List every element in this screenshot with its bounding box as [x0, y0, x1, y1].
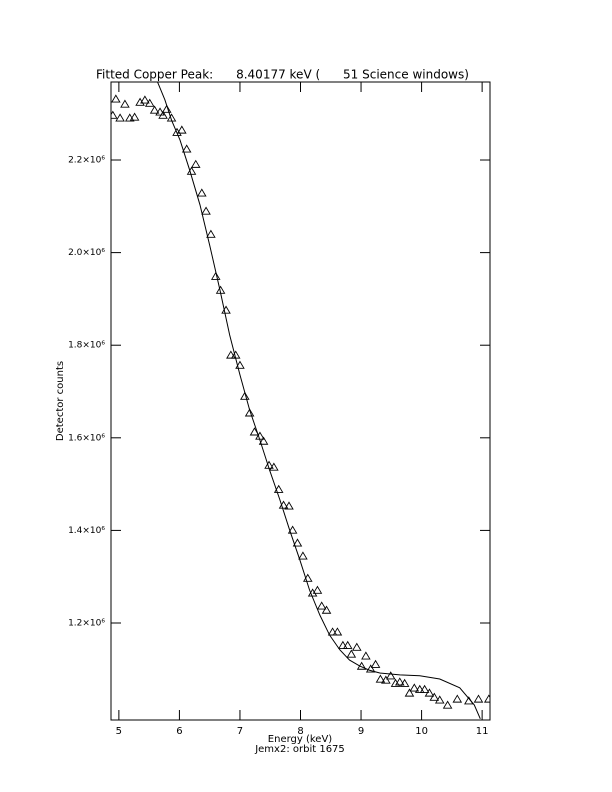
data-point	[404, 688, 415, 697]
data-point	[287, 525, 298, 534]
data-point	[273, 484, 284, 493]
y-tick-label: 1.4×10⁶	[68, 526, 105, 536]
data-point	[244, 408, 255, 417]
data-point	[155, 107, 165, 116]
fit-line	[157, 82, 481, 720]
data-point	[120, 99, 130, 108]
data-point	[395, 677, 405, 686]
data-point	[473, 694, 484, 703]
x-tick-label: 6	[176, 726, 182, 737]
data-point	[161, 104, 172, 113]
data-point	[429, 692, 440, 701]
data-point	[352, 642, 362, 651]
data-point	[129, 112, 140, 121]
data-point	[385, 671, 396, 680]
data-point	[419, 684, 430, 693]
data-point	[181, 144, 192, 153]
data-point	[140, 95, 150, 104]
subtitle: Jemx2: orbit 1675	[254, 744, 345, 755]
data-point	[484, 694, 490, 703]
data-point	[235, 360, 245, 369]
data-point	[365, 664, 376, 673]
data-point	[298, 551, 308, 560]
data-point	[226, 350, 236, 359]
data-point	[249, 427, 260, 436]
data-point	[284, 501, 294, 510]
plot-frame	[110, 81, 491, 721]
data-point	[115, 113, 125, 122]
data-point	[381, 675, 391, 684]
data-point	[240, 391, 250, 400]
x-tick-label: 11	[476, 726, 489, 737]
y-axis-label: Detector counts	[55, 361, 66, 441]
data-point	[177, 125, 187, 134]
data-point	[201, 206, 211, 215]
data-point	[206, 229, 216, 238]
data-point	[414, 684, 425, 693]
data-point	[399, 678, 410, 687]
data-point	[346, 649, 357, 658]
y-tick-label: 1.6×10⁶	[68, 433, 105, 443]
data-point	[327, 627, 338, 636]
data-point	[390, 678, 401, 687]
data-point	[144, 98, 155, 107]
y-tick-label: 1.2×10⁶	[68, 619, 105, 629]
x-tick-label: 7	[237, 726, 243, 737]
data-point	[149, 105, 160, 114]
data-point	[158, 110, 168, 119]
x-tick-label: 5	[116, 726, 122, 737]
y-tick-label: 2.0×10⁶	[68, 248, 105, 258]
data-point	[292, 538, 303, 547]
y-tick-label: 2.2×10⁶	[68, 156, 105, 166]
x-tick-label: 10	[415, 726, 428, 737]
data-point	[424, 688, 435, 697]
x-tick-label: 9	[358, 726, 364, 737]
x-axis-label: Energy (keV)	[268, 734, 333, 745]
data-point	[375, 674, 386, 683]
data-point	[409, 683, 420, 692]
data-point	[321, 605, 332, 614]
data-point	[190, 159, 201, 168]
data-point	[332, 627, 343, 636]
data-point	[361, 651, 371, 660]
data-point	[312, 585, 323, 594]
data-point	[434, 695, 445, 704]
data-point	[111, 110, 118, 119]
data-point	[342, 640, 353, 649]
data-point	[316, 601, 327, 610]
data-point	[370, 659, 381, 668]
data-point	[452, 694, 463, 703]
data-point	[442, 700, 453, 709]
chart-title: Fitted Copper Peak: 8.40177 keV ( 51 Sci…	[96, 68, 469, 82]
data-point	[258, 436, 269, 445]
data-point	[210, 271, 221, 280]
data-point	[269, 462, 279, 471]
data-point	[197, 188, 207, 197]
data-point	[111, 94, 121, 103]
data-point	[338, 640, 348, 649]
x-tick-label: 8	[297, 726, 303, 737]
y-tick-label: 1.8×10⁶	[68, 341, 105, 351]
